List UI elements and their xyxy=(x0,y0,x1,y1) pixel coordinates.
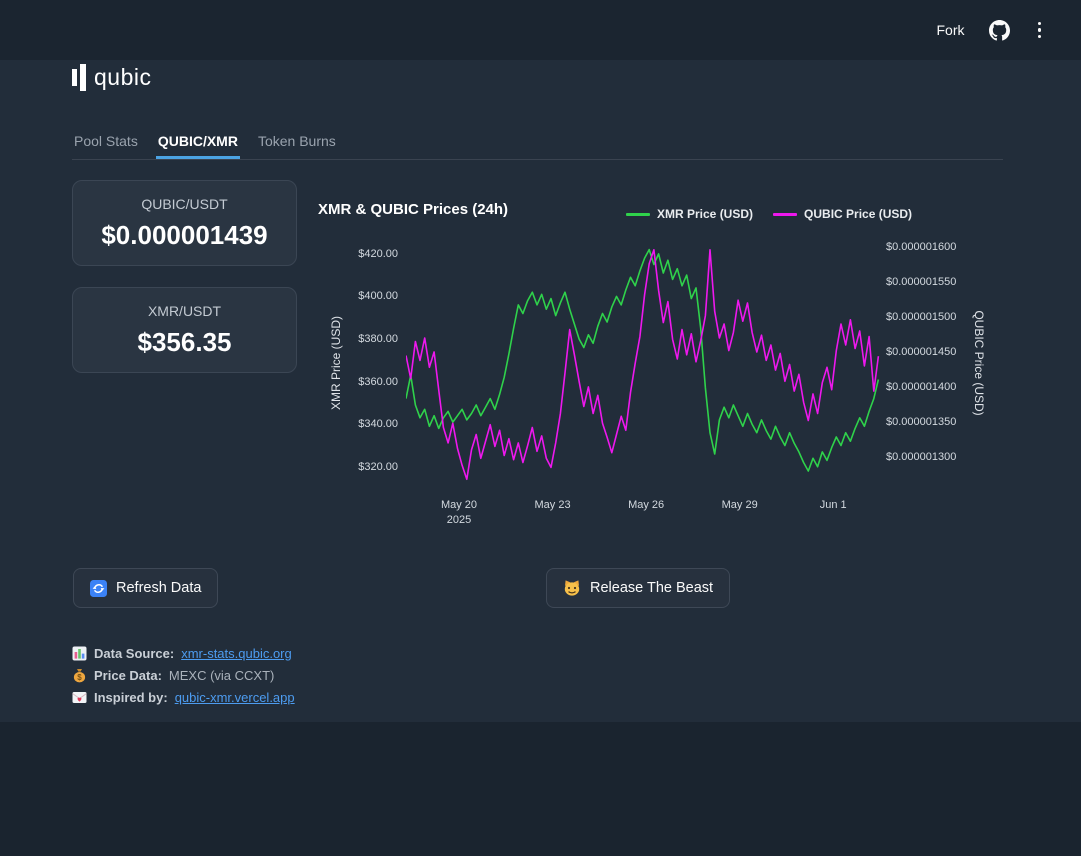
chart-legend: XMR Price (USD) QUBIC Price (USD) xyxy=(626,207,912,221)
right-axis-tick-label: $0.000001300 xyxy=(886,450,957,463)
logo-text: qubic xyxy=(94,63,152,90)
menu-dots-icon[interactable] xyxy=(1034,18,1046,43)
series-line-qubic xyxy=(406,249,880,481)
x-axis-tick-label: May 20 2025 xyxy=(440,499,478,526)
metric-card-qubic-usdt: QUBIC/USDT $0.000001439 xyxy=(72,180,297,266)
metric-value: $356.35 xyxy=(137,326,232,357)
love-letter-icon xyxy=(72,692,87,703)
metric-card-xmr-usdt: XMR/USDT $356.35 xyxy=(72,287,297,373)
footer-row-price-data: $ Price Data: MEXC (via CCXT) xyxy=(72,668,295,683)
left-axis-tick-label: $340.00 xyxy=(358,418,398,431)
legend-swatch xyxy=(626,212,650,216)
left-axis-tick-label: $400.00 xyxy=(358,290,398,303)
app-logo: qubic xyxy=(72,60,151,94)
fork-button[interactable]: Fork xyxy=(936,22,965,38)
legend-item: QUBIC Price (USD) xyxy=(773,207,912,221)
right-axis-tick-label: $0.000001450 xyxy=(886,345,957,358)
series-line-xmr xyxy=(406,248,880,472)
footer-label: Inspired by: xyxy=(94,690,168,705)
github-icon[interactable] xyxy=(988,19,1010,41)
right-axis-tick-label: $0.000001350 xyxy=(886,415,957,428)
x-axis-tick-label: Jun 1 xyxy=(819,499,847,511)
left-axis-tick-label: $380.00 xyxy=(358,333,398,345)
right-axis-title: QUBIC Price (USD) xyxy=(972,310,986,416)
money-bag-icon: $ xyxy=(73,669,86,683)
legend-label: XMR Price (USD) xyxy=(657,207,754,221)
left-axis-tick-label: $420.00 xyxy=(358,247,398,260)
tab-token-burns[interactable]: Token Burns xyxy=(257,133,336,149)
refresh-icon xyxy=(90,579,107,597)
legend-swatch xyxy=(773,212,798,216)
release-the-beast-label: Release The Beast xyxy=(590,580,714,596)
x-axis-tick-label: May 29 xyxy=(721,499,758,511)
inspired-by-link[interactable]: qubic-xmr.vercel.app xyxy=(174,690,295,705)
chart-plot-area xyxy=(406,248,880,481)
left-axis-title: XMR Price (USD) xyxy=(329,315,343,411)
x-axis-tick-label: May 23 xyxy=(534,499,571,511)
legend-item: XMR Price (USD) xyxy=(626,207,753,221)
tab-pool-stats[interactable]: Pool Stats xyxy=(74,133,138,149)
data-source-link[interactable]: xmr-stats.qubic.org xyxy=(181,646,292,661)
price-chart: XMR & QUBIC Prices (24h) XMR Price (USD)… xyxy=(318,195,1010,540)
footer-row-inspired-by: Inspired by: qubic-xmr.vercel.app xyxy=(72,690,295,705)
bar-chart-icon xyxy=(72,646,87,661)
metric-label: QUBIC/USDT xyxy=(141,195,228,212)
metric-label: XMR/USDT xyxy=(147,302,222,319)
qubic-logo-icon xyxy=(72,63,86,91)
footer-row-data-source: Data Source: xmr-stats.qubic.org xyxy=(72,646,295,661)
chart-title: XMR & QUBIC Prices (24h) xyxy=(318,201,509,218)
footer-label: Data Source: xyxy=(94,646,175,661)
footer-label: Price Data: xyxy=(94,668,162,683)
metric-value: $0.000001439 xyxy=(101,219,268,250)
legend-label: QUBIC Price (USD) xyxy=(804,207,913,221)
right-axis-tick-label: $0.000001600 xyxy=(886,240,957,253)
right-axis-tick-label: $0.000001550 xyxy=(886,275,957,288)
right-axis-tick-label: $0.000001500 xyxy=(886,310,957,323)
footer: Data Source: xmr-stats.qubic.org $ Price… xyxy=(72,646,295,705)
cat-icon xyxy=(564,580,580,596)
tab-qubic-xmr[interactable]: QUBIC/XMR xyxy=(155,127,240,159)
x-axis-tick-label: May 26 xyxy=(628,499,665,511)
svg-text:$: $ xyxy=(77,673,82,682)
left-axis-tick-label: $320.00 xyxy=(358,460,398,473)
refresh-data-label: Refresh Data xyxy=(116,580,202,596)
tab-bar: Pool Stats QUBIC/XMR Token Burns xyxy=(72,127,1003,160)
right-axis-tick-label: $0.000001400 xyxy=(886,380,957,393)
release-the-beast-button[interactable]: Release The Beast xyxy=(546,568,731,608)
bottom-spacer xyxy=(0,722,1081,856)
left-axis-tick-label: $360.00 xyxy=(358,375,398,388)
refresh-data-button[interactable]: Refresh Data xyxy=(73,568,219,608)
top-toolbar: Fork xyxy=(0,0,1081,60)
price-data-text: MEXC (via CCXT) xyxy=(168,668,275,683)
